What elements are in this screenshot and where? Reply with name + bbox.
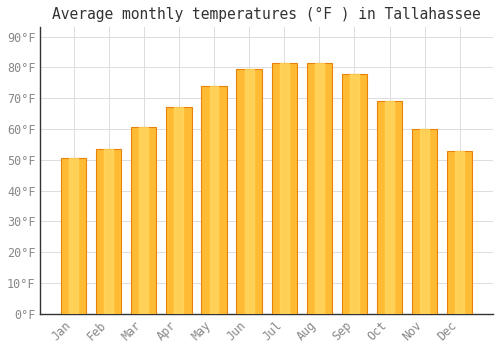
Bar — [96, 149, 122, 314]
Bar — [61, 158, 86, 314]
Bar — [140, 127, 148, 314]
Bar — [210, 86, 218, 314]
Bar — [236, 69, 262, 314]
Bar — [447, 150, 472, 314]
Bar — [315, 63, 324, 314]
Bar — [385, 101, 394, 314]
Bar — [306, 63, 332, 314]
Bar — [104, 149, 113, 314]
Bar — [350, 74, 359, 314]
Bar — [280, 63, 288, 314]
Bar — [69, 158, 78, 314]
Bar — [456, 150, 464, 314]
Bar — [377, 101, 402, 314]
Bar — [244, 69, 254, 314]
Title: Average monthly temperatures (°F ) in Tallahassee: Average monthly temperatures (°F ) in Ta… — [52, 7, 481, 22]
Bar — [342, 74, 367, 314]
Bar — [412, 129, 438, 314]
Bar — [166, 107, 192, 314]
Bar — [272, 63, 297, 314]
Bar — [131, 127, 156, 314]
Bar — [420, 129, 429, 314]
Bar — [202, 86, 226, 314]
Bar — [174, 107, 184, 314]
